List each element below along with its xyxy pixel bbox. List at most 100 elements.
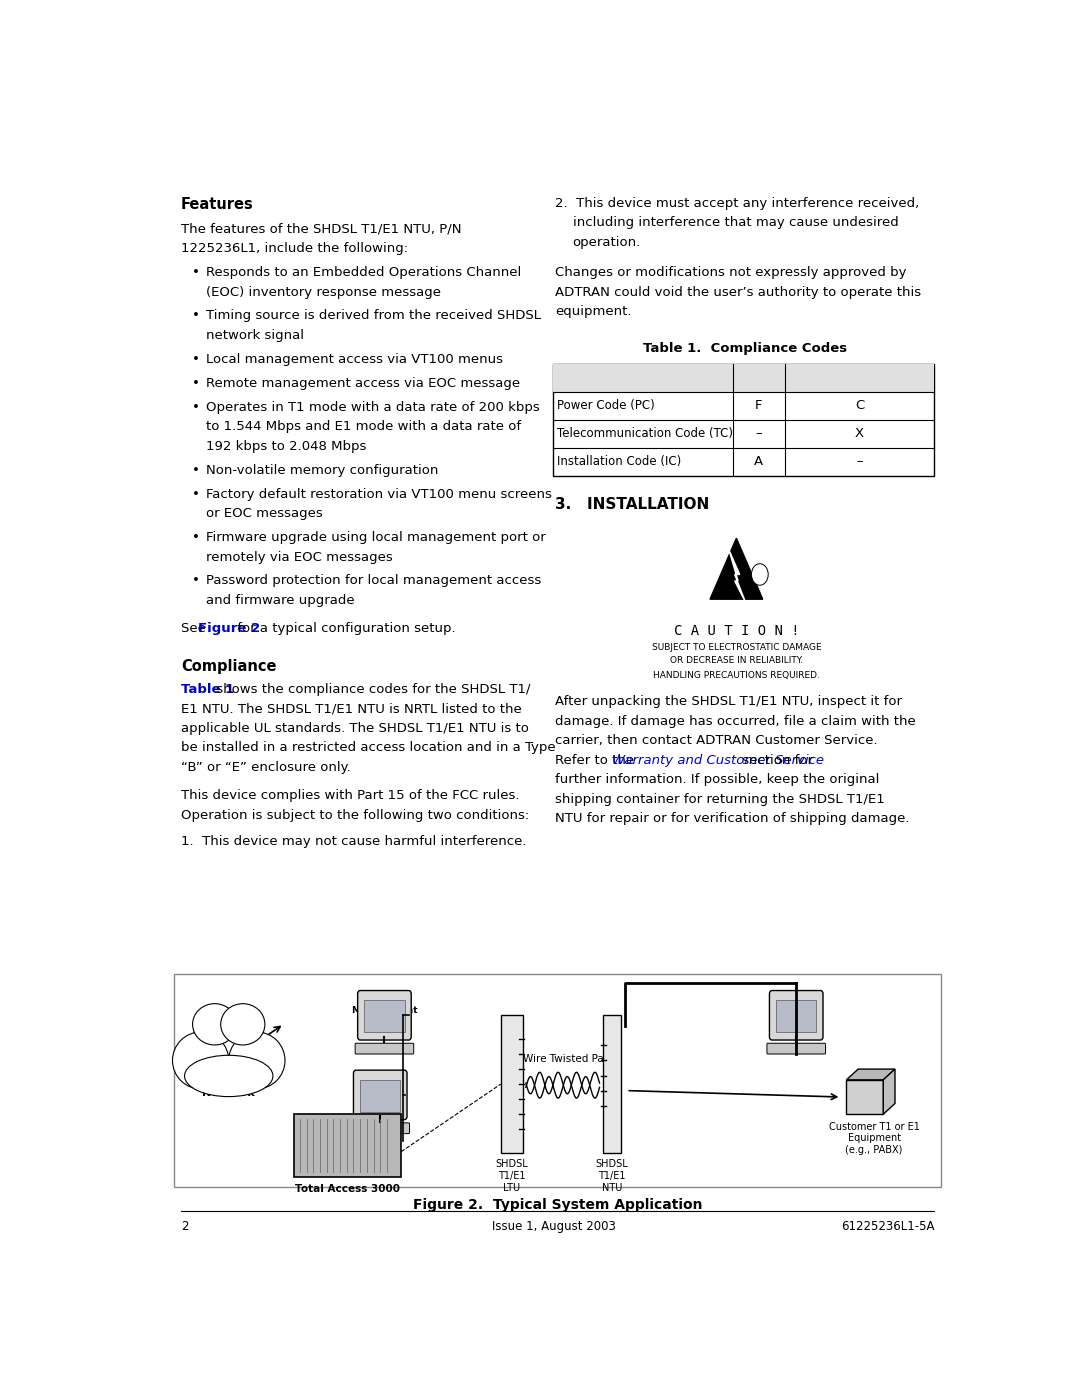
Ellipse shape [173, 1032, 229, 1088]
Text: OR DECREASE IN RELIABILITY.: OR DECREASE IN RELIABILITY. [670, 657, 802, 665]
Text: Operation is subject to the following two conditions:: Operation is subject to the following tw… [181, 809, 529, 821]
Bar [553, 363, 934, 391]
Text: Firmware upgrade using local management port or: Firmware upgrade using local management … [206, 531, 545, 543]
Bar [603, 1016, 621, 1153]
Text: Remote management access via EOC message: Remote management access via EOC message [206, 377, 521, 390]
Bar [294, 1115, 401, 1176]
Text: 3.   INSTALLATION: 3. INSTALLATION [555, 497, 710, 513]
Text: be installed in a restricted access location and in a Type: be installed in a restricted access loca… [181, 742, 555, 754]
Text: Compliance: Compliance [181, 659, 276, 673]
Text: damage. If damage has occurred, file a claim with the: damage. If damage has occurred, file a c… [555, 714, 916, 728]
Bar [364, 1000, 405, 1032]
Text: Non-volatile memory configuration: Non-volatile memory configuration [206, 464, 438, 476]
Text: Telecommunication Code (TC): Telecommunication Code (TC) [557, 427, 733, 440]
Text: This device complies with Part 15 of the FCC rules.: This device complies with Part 15 of the… [181, 789, 519, 802]
FancyBboxPatch shape [769, 990, 823, 1039]
Text: –: – [755, 427, 761, 440]
Text: •: • [192, 488, 200, 500]
Text: Input: Input [739, 372, 779, 384]
Text: VT100: VT100 [777, 1010, 815, 1020]
Text: and firmware upgrade: and firmware upgrade [206, 594, 354, 608]
Text: •: • [192, 309, 200, 323]
Text: SHDSL
T1/E1
LTU: SHDSL T1/E1 LTU [496, 1160, 528, 1193]
Text: or EOC messages: or EOC messages [206, 507, 323, 520]
Text: Features: Features [181, 197, 254, 212]
Text: Figure 2.  Typical System Application: Figure 2. Typical System Application [413, 1199, 702, 1213]
Text: Network: Network [202, 1088, 255, 1098]
Text: 2: 2 [181, 1220, 189, 1232]
Polygon shape [847, 1069, 895, 1080]
Text: C: C [854, 400, 864, 412]
FancyBboxPatch shape [767, 1044, 825, 1053]
Ellipse shape [229, 1032, 285, 1088]
Text: After unpacking the SHDSL T1/E1 NTU, inspect it for: After unpacking the SHDSL T1/E1 NTU, ins… [555, 694, 902, 708]
Text: carrier, then contact ADTRAN Customer Service.: carrier, then contact ADTRAN Customer Se… [555, 733, 878, 747]
Text: (EOC) inventory response message: (EOC) inventory response message [206, 285, 441, 299]
Text: 61225236L1-5A: 61225236L1-5A [841, 1220, 934, 1232]
Text: shows the compliance codes for the SHDSL T1/: shows the compliance codes for the SHDSL… [212, 683, 530, 696]
Circle shape [752, 564, 768, 585]
Ellipse shape [220, 1003, 265, 1045]
Text: Changes or modifications not expressly approved by: Changes or modifications not expressly a… [555, 267, 907, 279]
FancyBboxPatch shape [355, 1044, 414, 1053]
Text: •: • [192, 464, 200, 476]
Text: NTU for repair or for verification of shipping damage.: NTU for repair or for verification of sh… [555, 813, 909, 826]
FancyBboxPatch shape [351, 1123, 409, 1133]
Text: 1.  This device may not cause harmful interference.: 1. This device may not cause harmful int… [181, 835, 527, 848]
Text: applicable UL standards. The SHDSL T1/E1 NTU is to: applicable UL standards. The SHDSL T1/E1… [181, 722, 529, 735]
Text: including interference that may cause undesired: including interference that may cause un… [572, 217, 899, 229]
Text: Responds to an Embedded Operations Channel: Responds to an Embedded Operations Chann… [206, 265, 522, 279]
Text: remotely via EOC messages: remotely via EOC messages [206, 550, 393, 563]
Text: for a typical configuration setup.: for a typical configuration setup. [233, 622, 456, 636]
Polygon shape [729, 550, 745, 602]
Text: Management
System: Management System [351, 1006, 418, 1025]
Text: C A U T I O N !: C A U T I O N ! [674, 624, 799, 638]
Text: VT100: VT100 [362, 1090, 399, 1099]
Polygon shape [710, 538, 762, 599]
Text: shipping container for returning the SHDSL T1/E1: shipping container for returning the SHD… [555, 793, 885, 806]
Text: •: • [192, 353, 200, 366]
Text: Operates in T1 mode with a data rate of 200 kbps: Operates in T1 mode with a data rate of … [206, 401, 540, 414]
Text: to 1.544 Mbps and E1 mode with a data rate of: to 1.544 Mbps and E1 mode with a data ra… [206, 420, 522, 433]
Bar [847, 1080, 883, 1115]
Text: •: • [192, 265, 200, 279]
Ellipse shape [192, 1003, 237, 1045]
Bar [553, 363, 934, 475]
Text: Customer T1 or E1
Equipment
(e.g., PABX): Customer T1 or E1 Equipment (e.g., PABX) [828, 1122, 919, 1155]
Text: 192 kbps to 2.048 Mbps: 192 kbps to 2.048 Mbps [206, 440, 366, 453]
Text: •: • [192, 574, 200, 588]
Text: equipment.: equipment. [555, 306, 632, 319]
Text: X: X [855, 427, 864, 440]
Text: E1 NTU. The SHDSL T1/E1 NTU is NRTL listed to the: E1 NTU. The SHDSL T1/E1 NTU is NRTL list… [181, 703, 522, 715]
Bar [501, 1016, 523, 1153]
Text: –: – [856, 455, 863, 468]
Text: section for: section for [738, 753, 813, 767]
Text: Table 1: Table 1 [181, 683, 234, 696]
Text: Refer to the: Refer to the [555, 753, 638, 767]
Text: Warranty and Customer Service: Warranty and Customer Service [611, 753, 824, 767]
Text: HANDLING PRECAUTIONS REQUIRED.: HANDLING PRECAUTIONS REQUIRED. [653, 672, 820, 680]
Bar [174, 975, 941, 1187]
Text: operation.: operation. [572, 236, 640, 249]
Text: 2-Wire Twisted Pair: 2-Wire Twisted Pair [513, 1053, 611, 1063]
FancyBboxPatch shape [353, 1070, 407, 1119]
Text: ADTRAN could void the user’s authority to operate this: ADTRAN could void the user’s authority t… [555, 286, 921, 299]
Text: Local management access via VT100 menus: Local management access via VT100 menus [206, 353, 503, 366]
Text: Total Access 3000: Total Access 3000 [295, 1185, 400, 1194]
Text: Timing source is derived from the received SHDSL: Timing source is derived from the receiv… [206, 309, 541, 323]
Text: Factory default restoration via VT100 menu screens: Factory default restoration via VT100 me… [206, 488, 552, 500]
Text: “B” or “E” enclosure only.: “B” or “E” enclosure only. [181, 761, 351, 774]
Text: Figure 2: Figure 2 [199, 622, 260, 636]
FancyBboxPatch shape [357, 990, 411, 1039]
Polygon shape [883, 1069, 895, 1115]
Text: network signal: network signal [206, 330, 305, 342]
Ellipse shape [185, 1055, 273, 1097]
Text: The features of the SHDSL T1/E1 NTU, P/N: The features of the SHDSL T1/E1 NTU, P/N [181, 222, 461, 236]
Text: •: • [192, 531, 200, 543]
Text: A: A [754, 455, 764, 468]
Bar [360, 1080, 401, 1112]
Text: Code: Code [557, 372, 594, 384]
Text: See: See [181, 622, 211, 636]
Text: F: F [755, 400, 762, 412]
Text: 1225236L1, include the following:: 1225236L1, include the following: [181, 242, 408, 256]
